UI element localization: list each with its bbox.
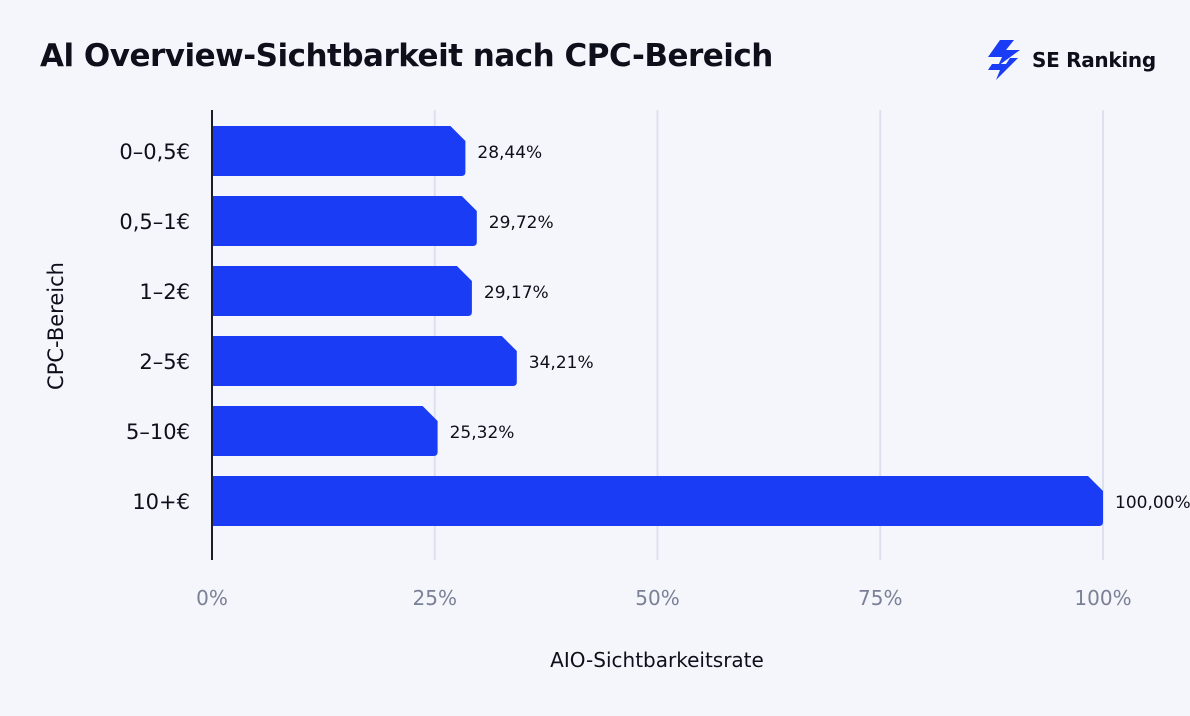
x-tick-label-0: 0% <box>196 586 228 610</box>
category-label-1: 0–0,5€ <box>119 140 190 164</box>
value-label-3: 29,17% <box>484 283 549 303</box>
bar-5 <box>212 406 438 456</box>
category-label-4: 2–5€ <box>139 350 190 374</box>
category-label-3: 1–2€ <box>139 280 190 304</box>
x-tick-label-25: 25% <box>413 586 457 610</box>
value-label-4: 34,21% <box>529 353 594 373</box>
brand-name: SE Ranking <box>1032 48 1156 72</box>
value-label-5: 25,32% <box>450 423 515 443</box>
bar-2 <box>212 196 477 246</box>
x-tick-label-75: 75% <box>858 586 902 610</box>
category-label-6: 10+€ <box>132 490 190 514</box>
chart-title: Al Overview-Sichtbarkeit nach CPC-Bereic… <box>40 38 773 74</box>
y-axis-label: CPC-Bereich <box>44 262 68 390</box>
bar-1 <box>212 126 466 176</box>
x-tick-label-50: 50% <box>635 586 679 610</box>
se-ranking-logo-icon <box>988 40 1020 80</box>
value-label-6: 100,00% <box>1115 493 1190 513</box>
value-label-1: 28,44% <box>477 143 542 163</box>
category-label-5: 5–10€ <box>126 420 190 444</box>
bar-4 <box>212 336 517 386</box>
x-tick-label-100: 100% <box>1074 586 1131 610</box>
brand: SE Ranking <box>986 40 1156 80</box>
x-axis-label: AIO-Sichtbarkeitsrate <box>550 648 764 672</box>
bar-3 <box>212 266 472 316</box>
bar-6 <box>212 476 1103 526</box>
value-label-2: 29,72% <box>489 213 554 233</box>
category-label-2: 0,5–1€ <box>119 210 190 234</box>
